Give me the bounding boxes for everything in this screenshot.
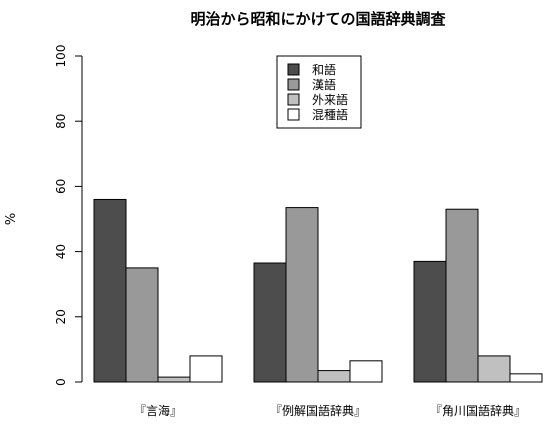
legend-swatch — [287, 108, 300, 121]
y-tick-label: 40 — [54, 244, 68, 259]
category-label: 『角川国語辞典』 — [430, 403, 526, 418]
category-label: 『言海』 — [134, 403, 182, 418]
bar-3-1 — [157, 376, 191, 383]
chart-title: 明治から昭和にかけての国語辞典調査 — [190, 10, 446, 28]
bar-2-1 — [125, 267, 159, 383]
legend-label: 和語 — [312, 62, 336, 77]
bar-3-2 — [317, 370, 351, 383]
bars — [93, 198, 543, 383]
bar-4-2 — [349, 360, 383, 383]
legend-label: 混種語 — [312, 107, 348, 122]
y-tick-label: 100 — [54, 45, 68, 68]
bar-4-1 — [189, 355, 223, 383]
y-tick-label: 20 — [54, 309, 68, 324]
y-tick-label: 60 — [54, 179, 68, 194]
y-axis-label: % — [4, 213, 19, 225]
bar-4-3 — [509, 373, 543, 383]
y-tick-label: 0 — [54, 378, 68, 386]
legend-label: 漢語 — [312, 77, 336, 92]
legend-label: 外来語 — [312, 92, 348, 107]
bar-1-3 — [413, 260, 447, 383]
category-labels: 『言海』 『例解国語辞典』 『角川国語辞典』 — [134, 403, 526, 418]
bar-3-3 — [477, 355, 511, 383]
bar-2-2 — [285, 207, 319, 383]
category-label: 『例解国語辞典』 — [270, 403, 366, 418]
legend-swatch — [287, 93, 300, 106]
bar-1-1 — [93, 198, 127, 383]
y-tick-label: 80 — [54, 114, 68, 129]
bar-2-3 — [445, 208, 479, 383]
legend-swatch — [287, 78, 300, 91]
bar-1-2 — [253, 262, 287, 383]
y-axis: 0 20 40 60 80 100 — [54, 45, 83, 386]
legend-swatch — [287, 63, 300, 76]
